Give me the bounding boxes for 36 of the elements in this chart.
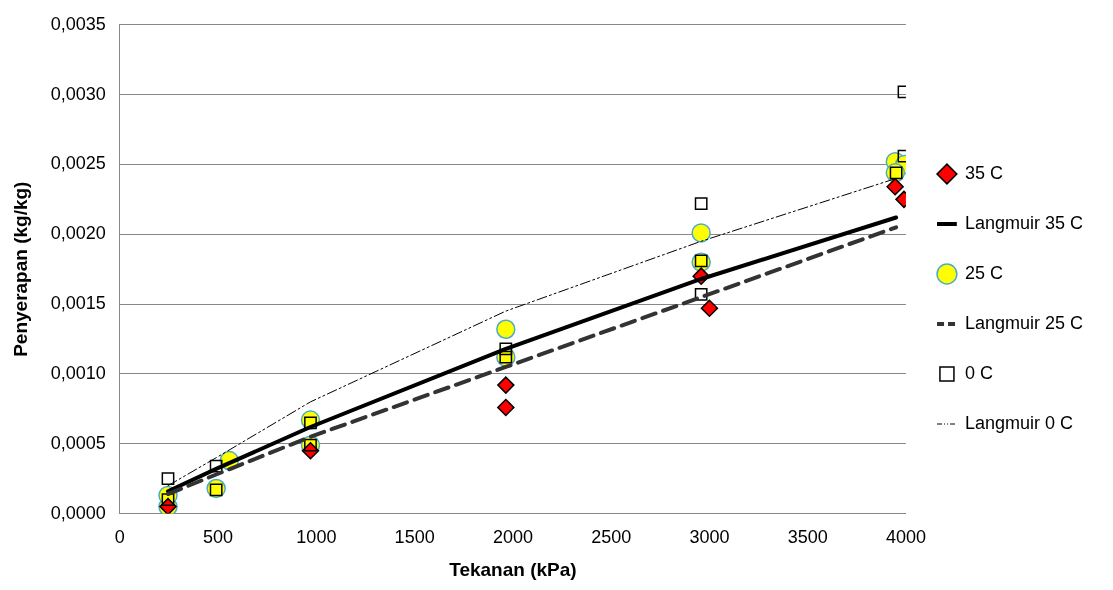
x-tick-label: 500: [203, 527, 234, 548]
x-tick-label: 1000: [296, 527, 337, 548]
point: [497, 398, 515, 417]
legend-label: 0 C: [964, 362, 993, 383]
x-tick-label: 3500: [787, 527, 828, 548]
y-tick-label: 0,0025: [50, 153, 106, 174]
y-tick-label: 0,0000: [50, 502, 106, 523]
y-tick-label: 0,0005: [50, 432, 106, 453]
legend-label: Langmuir 25 C: [964, 312, 1084, 333]
point: [700, 299, 719, 318]
point: [497, 376, 515, 394]
x-tick-label: 3000: [689, 527, 730, 548]
point: [886, 178, 904, 196]
legend-label: Langmuir 35 C: [964, 212, 1084, 233]
x-tick-label: 0: [114, 527, 125, 548]
y-axis-title: Penyerapan (kg/kg): [9, 181, 31, 357]
x-tick-label: 4000: [885, 527, 926, 548]
x-tick-label: 2000: [492, 527, 533, 548]
point: [694, 197, 708, 210]
legend-label: 25 C: [964, 262, 1003, 283]
y-tick-label: 0,0030: [50, 83, 106, 104]
legend-label: 35 C: [964, 162, 1003, 183]
x-tick-label: 1500: [394, 527, 435, 548]
legend-label: Langmuir 0 C: [964, 412, 1073, 433]
point: [691, 223, 711, 243]
point: [209, 459, 223, 473]
y-tick-label: 0,0010: [50, 362, 106, 383]
x-axis-title: Tekanan (kPa): [449, 558, 577, 580]
point: [496, 319, 516, 339]
y-tick-label: 0,0020: [50, 223, 106, 244]
point: [694, 287, 708, 301]
point: [161, 472, 175, 486]
y-tick-label: 0,0035: [50, 13, 106, 34]
point: [499, 342, 513, 356]
y-tick-label: 0,0015: [50, 293, 106, 314]
x-tick-label: 2500: [591, 527, 632, 548]
